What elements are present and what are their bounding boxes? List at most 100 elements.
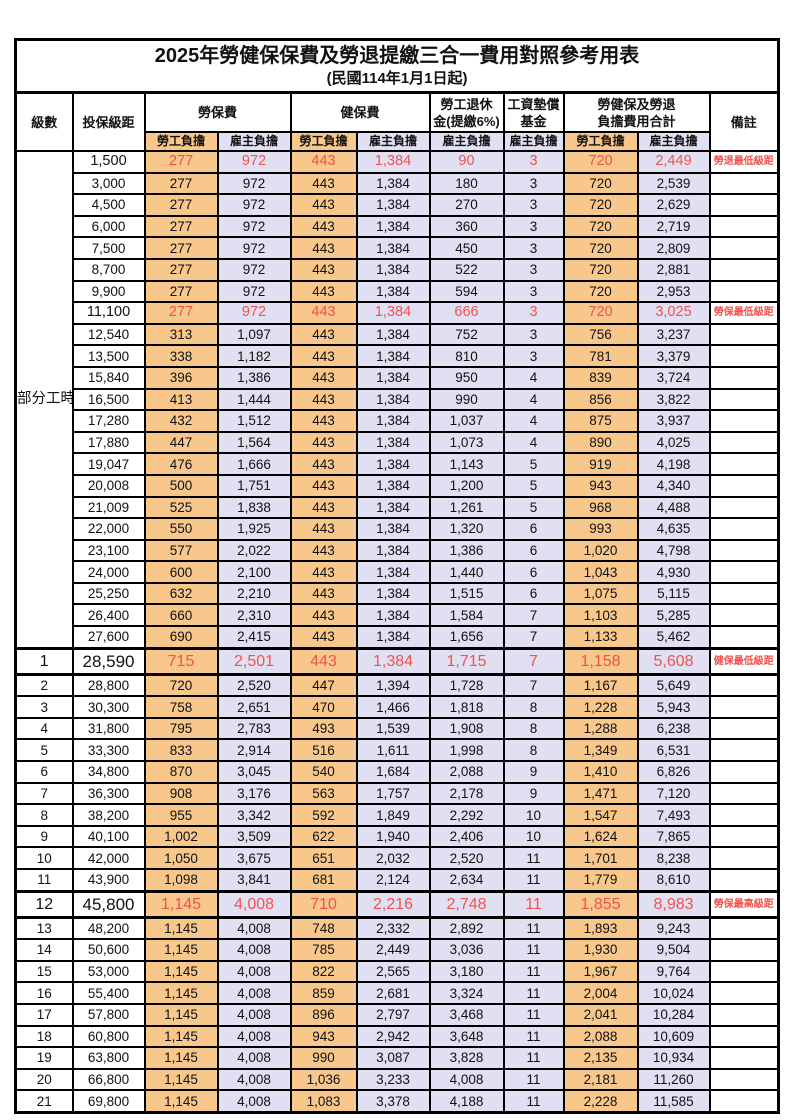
table-row: 20 66,800 1,145 4,008 1,036 3,233 4,008 11 2,181… <box>14 1067 780 1092</box>
health-employer-cell: 2,449 <box>355 938 431 962</box>
labor-employer-cell: 972 <box>216 279 292 304</box>
health-employee-cell: 443 <box>289 279 358 304</box>
fund-employer-cell: 3 <box>502 257 565 282</box>
share-header-row: 勞工負擔 雇主負擔 勞工負擔 雇主負擔 雇主負擔 雇主負擔 勞工負擔 雇主負擔 <box>16 131 779 152</box>
labor-employee-cell: 277 <box>143 193 219 217</box>
table-row: 6,000 277 972 443 1,384 360 3 720 2,719 <box>16 214 780 239</box>
labor-employee-cell: 1,145 <box>143 1002 219 1027</box>
pension-employer-cell: 1,073 <box>428 430 505 455</box>
page-subtitle: (民國114年1月1日起) <box>326 70 468 87</box>
pension-employer-cell: 810 <box>428 344 505 368</box>
total-employee-cell: 720 <box>562 301 639 325</box>
labor-employee-cell: 338 <box>143 344 219 368</box>
pension-employer-cell: 1,200 <box>428 473 505 498</box>
note-cell <box>708 803 780 827</box>
table-row: 4 31,800 795 2,783 493 1,539 1,908 8 1,288 6,238 <box>14 716 780 741</box>
labor-employer-cell: 3,045 <box>216 760 292 784</box>
pension-employer-cell: 1,656 <box>428 625 505 650</box>
table-row: 12 45,800 1,145 4,008 710 2,216 2,748 11 1,855 8,… <box>14 889 780 919</box>
table-row: 9,900 277 972 443 1,384 594 3 720 2,953 <box>16 279 780 304</box>
labor-employee-cell: 632 <box>143 581 219 606</box>
fund-employer-share-header: 雇主負擔 <box>502 131 565 152</box>
level-cell: 11 <box>14 867 74 893</box>
health-employee-cell: 540 <box>289 760 358 784</box>
total-employee-cell: 1,158 <box>562 646 639 676</box>
health-employee-cell: 443 <box>289 538 358 563</box>
total-employer-cell: 2,881 <box>636 257 711 282</box>
fund-employer-cell: 7 <box>502 646 565 676</box>
pension-employer-cell: 594 <box>428 279 505 304</box>
total-employer-cell: 2,629 <box>636 193 711 217</box>
table-row: 1 28,590 715 2,501 443 1,384 1,715 7 1,158 5,608 健… <box>14 646 780 676</box>
bracket-cell: 28,800 <box>71 673 146 698</box>
total-employee-cell: 968 <box>562 495 639 520</box>
fund-employer-cell: 6 <box>502 581 565 606</box>
table-row: 12,540 313 1,097 443 1,384 752 3 756 3,237 <box>16 322 780 347</box>
bracket-cell: 48,200 <box>71 916 146 941</box>
labor-employer-cell: 4,008 <box>216 938 292 962</box>
labor-employer-cell: 4,008 <box>216 959 292 984</box>
health-employer-cell: 1,384 <box>355 430 431 455</box>
total-employer-cell: 3,237 <box>636 322 711 347</box>
fund-employer-cell: 3 <box>502 193 565 217</box>
note-cell <box>708 625 780 650</box>
total-employer-cell: 5,649 <box>636 673 711 698</box>
level-cell: 13 <box>14 916 74 941</box>
fund-employer-cell: 5 <box>502 473 565 498</box>
bracket-cell: 66,800 <box>71 1067 146 1092</box>
table-row: 2 28,800 720 2,520 447 1,394 1,728 7 1,167 5,649 <box>14 673 780 698</box>
note-cell <box>708 517 780 541</box>
table-row: 3 30,300 758 2,651 470 1,466 1,818 8 1,228 5,943 <box>14 695 780 719</box>
health-employer-cell: 1,384 <box>355 193 431 217</box>
level-cell: 6 <box>14 760 74 784</box>
level-cell: 12 <box>14 889 74 919</box>
labor-employer-cell: 1,512 <box>216 409 292 433</box>
table-row: 7,500 277 972 443 1,384 450 3 720 2,809 <box>16 236 780 260</box>
bracket-cell: 4,500 <box>71 193 146 217</box>
fund-employer-cell: 7 <box>502 625 565 650</box>
labor-employer-cell: 4,008 <box>216 981 292 1005</box>
health-employer-cell: 2,032 <box>355 846 431 870</box>
level-cell: 14 <box>14 938 74 962</box>
note-cell <box>708 1089 780 1114</box>
labor-employee-cell: 715 <box>143 646 219 676</box>
labor-employee-cell: 833 <box>143 738 219 763</box>
labor-employer-cell: 2,783 <box>216 716 292 741</box>
note-cell <box>708 916 780 941</box>
labor-employer-cell: 1,097 <box>216 322 292 347</box>
pension-employer-cell: 1,261 <box>428 495 505 520</box>
total-employer-cell: 4,488 <box>636 495 711 520</box>
bracket-cell: 15,840 <box>71 365 146 390</box>
labor-employer-cell: 3,509 <box>216 824 292 849</box>
table-row: 21 69,800 1,145 4,008 1,083 3,378 4,188 11 2,228… <box>14 1089 780 1114</box>
labor-employer-cell: 4,008 <box>216 1002 292 1027</box>
health-employer-cell: 1,384 <box>355 517 431 541</box>
total-employee-cell: 1,167 <box>562 673 639 698</box>
fund-employer-cell: 11 <box>502 938 565 962</box>
note-cell <box>708 1024 780 1049</box>
labor-employee-cell: 500 <box>143 473 219 498</box>
table-row: 24,000 600 2,100 443 1,384 1,440 6 1,043 4,930 <box>16 560 780 584</box>
note-cell <box>708 430 780 455</box>
health-employee-cell: 943 <box>289 1024 358 1049</box>
fund-employer-cell: 10 <box>502 824 565 849</box>
pension-employer-cell: 3,324 <box>428 981 505 1005</box>
bracket-cell: 19,047 <box>71 452 146 476</box>
health-employee-cell: 681 <box>289 867 358 893</box>
labor-employee-cell: 1,098 <box>143 867 219 893</box>
health-employer-cell: 1,384 <box>355 257 431 282</box>
fund-employer-cell: 11 <box>502 981 565 1005</box>
health-employee-cell: 748 <box>289 916 358 941</box>
bracket-cell: 53,000 <box>71 959 146 984</box>
health-employer-cell: 1,394 <box>355 673 431 698</box>
bracket-cell: 22,000 <box>71 517 146 541</box>
bracket-cell: 36,300 <box>71 781 146 806</box>
level-cell: 16 <box>14 981 74 1005</box>
note-cell <box>708 959 780 984</box>
fund-employer-cell: 11 <box>502 916 565 941</box>
total-employee-cell: 1,893 <box>562 916 639 941</box>
bracket-cell: 8,700 <box>71 257 146 282</box>
health-employer-cell: 1,384 <box>355 171 431 196</box>
health-employee-cell: 493 <box>289 716 358 741</box>
table-row: 21,009 525 1,838 443 1,384 1,261 5 968 4,488 <box>16 495 780 520</box>
